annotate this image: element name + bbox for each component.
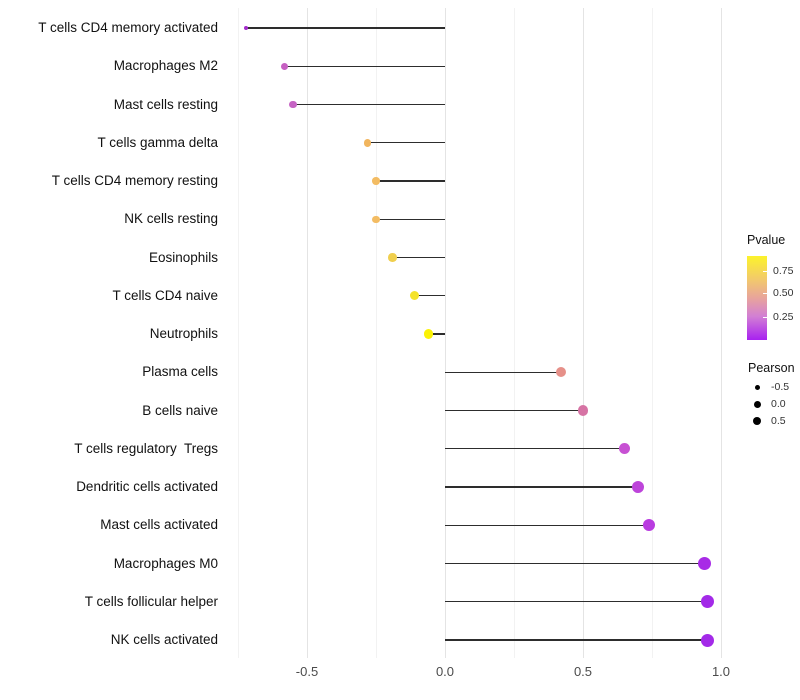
colorbar-tick-label: 0.75 [773,265,794,278]
data-point [372,177,380,185]
lollipop-stem [367,142,445,144]
category-label: NK cells resting [124,211,218,227]
category-label: T cells CD4 memory resting [51,173,218,188]
category-label: Macrophages M2 [113,58,218,74]
pearson-size-dot [752,416,762,426]
data-point [577,405,589,416]
data-point [372,215,380,223]
category-label: Neutrophils [149,326,218,341]
data-point [632,481,645,493]
data-point [643,519,656,532]
colorbar-tick [763,317,767,319]
data-point [410,291,420,301]
colorbar-tick-label: 0.50 [773,286,794,299]
data-point [697,557,711,570]
colorbar-tick-label: 0.25 [773,311,794,324]
gridline [444,8,446,658]
category-label: NK cells activated [110,632,218,647]
data-point [618,443,630,455]
lollipop-stem [293,103,445,106]
data-point [555,367,566,378]
lollipop-stem [284,65,445,67]
category-label: Mast cells activated [100,517,218,533]
gridline [720,8,722,658]
x-tick-label: 0.0 [435,664,455,679]
pearson-size-label: -0.5 [771,381,790,393]
lollipop-stem [445,371,561,373]
data-point [388,253,397,262]
category-label: Mast cells resting [113,96,218,112]
data-point [700,595,714,609]
lollipop-stem [445,639,708,641]
pearson-size-label: 0.5 [771,415,786,427]
lollipop-stem [392,256,445,259]
lollipop-stem [414,295,445,297]
x-tick-label: 0.5 [573,664,593,679]
category-label: B cells naive [142,402,218,418]
category-label: Plasma cells [142,364,218,380]
category-label: T cells CD4 memory activated [38,20,218,35]
colorbar-tick [763,271,767,273]
x-tick-label: -0.5 [295,664,319,679]
gridline [237,8,239,658]
pearson-size-label: 0.0 [771,398,786,410]
lollipop-stem [445,409,583,412]
gridline [513,8,515,658]
category-label: Macrophages M0 [113,555,218,571]
lollipop-stem [246,27,445,29]
data-point [423,329,434,339]
lollipop-stem [445,486,639,488]
data-point [700,633,714,647]
lollipop-stem [445,448,625,450]
category-label: Eosinophils [148,249,218,265]
colorbar-tick [763,292,767,294]
pearson-size-dot [754,384,760,390]
data-point [244,26,249,30]
gridline [306,8,308,658]
category-label: T cells gamma delta [97,134,218,150]
data-point [289,100,297,109]
lollipop-stem [428,333,445,335]
data-point [363,139,372,147]
gridline [582,8,584,658]
lollipop-stem [445,562,705,565]
category-label: T cells follicular helper [84,593,218,609]
lollipop-stem [376,180,445,182]
pearson-size-dot [753,400,761,408]
gridline [651,8,653,658]
category-label: T cells regulatory Tregs [74,440,218,456]
pearson-legend-title: Pearson [748,361,795,375]
category-label: Dendritic cells activated [76,479,218,494]
lollipop-stem [376,218,445,220]
x-tick-label: 1.0 [711,664,731,679]
pvalue-colorbar [747,256,767,340]
category-label: T cells CD4 naive [112,287,218,303]
data-point [281,62,289,70]
lollipop-stem [445,524,650,526]
pvalue-legend-title: Pvalue [747,233,786,247]
lollipop-stem [445,601,708,603]
gridline [375,8,377,658]
